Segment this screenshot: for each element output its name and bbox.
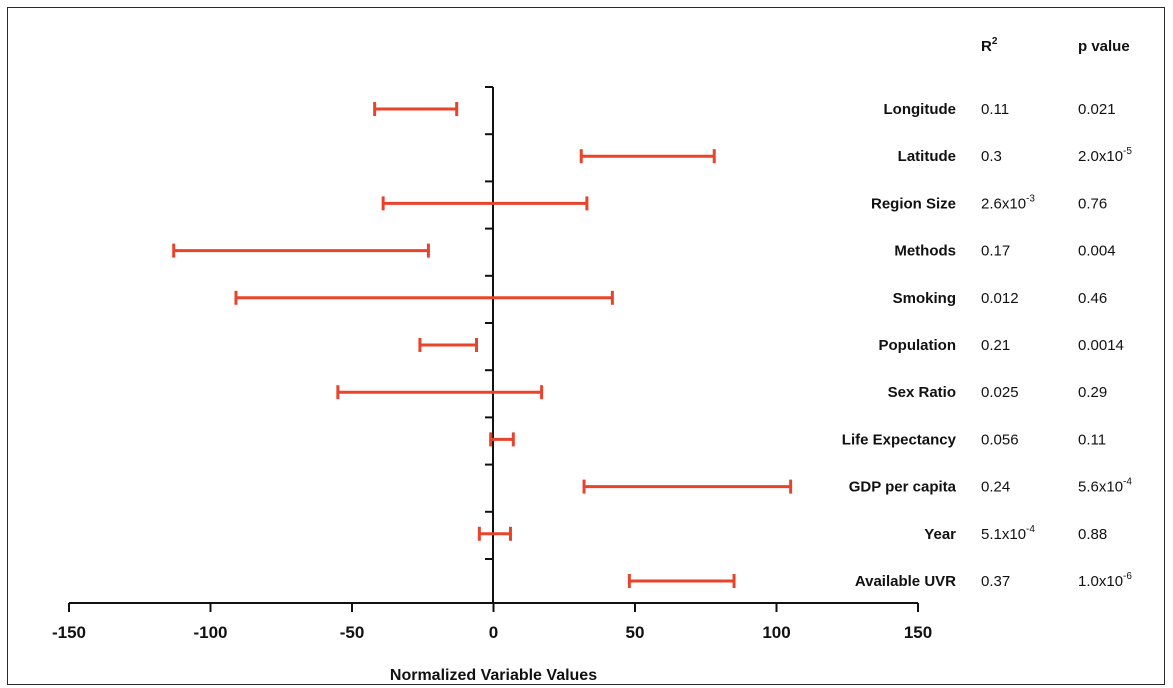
intervals-group [172, 102, 793, 588]
axes-group: -150 -100 -50 0 50 100 150 [52, 86, 932, 642]
r2-value: 0.24 [981, 479, 1010, 496]
x-tick-label: -150 [52, 623, 86, 642]
p-value: 2.0x10-5 [1078, 146, 1132, 165]
row-label: Sex Ratio [888, 384, 956, 401]
column-header-p-value: p value [1078, 38, 1130, 55]
p-value: 0.11 [1078, 431, 1106, 448]
row-label: Available UVR [855, 573, 956, 590]
stats-table-group: R2 p value 0.11 0.021 0.3 2.0x10-5 2.6x10-3 0.7… [981, 36, 1132, 590]
row-labels-group: Longitude Latitude Region Size Methods Smoki… [842, 101, 957, 590]
x-tick-label: 100 [762, 623, 790, 642]
x-tick-label: 150 [904, 623, 932, 642]
p-value: 0.76 [1078, 195, 1107, 212]
chart-frame [7, 7, 1165, 685]
p-value: 0.46 [1078, 290, 1107, 307]
r2-value: 0.17 [981, 243, 1010, 260]
r2-value: 0.37 [981, 573, 1010, 590]
r2-value: 5.1x10-4 [981, 524, 1035, 543]
p-value: 0.88 [1078, 526, 1107, 543]
p-value: 0.29 [1078, 384, 1107, 401]
r2-value: 0.3 [981, 148, 1002, 165]
p-value-sup: -5 [1123, 146, 1132, 157]
r2-value: 0.056 [981, 431, 1019, 448]
r2-value: 0.012 [981, 290, 1019, 307]
x-tick-label: -50 [340, 623, 365, 642]
row-label: Region Size [871, 195, 956, 212]
row-label: Year [924, 526, 956, 543]
r2-value: 2.6x10-3 [981, 193, 1035, 212]
row-label: GDP per capita [849, 479, 957, 496]
r2-value-sup: -3 [1026, 193, 1035, 204]
row-label: Latitude [898, 148, 956, 165]
x-tick-label: 0 [489, 623, 498, 642]
x-tick-label: -100 [193, 623, 227, 642]
column-header-r2: R2 [981, 36, 998, 55]
p-value-sup: -4 [1123, 477, 1132, 488]
r2-value: 0.21 [981, 337, 1010, 354]
p-value: 0.021 [1078, 101, 1116, 118]
x-tick-label: 50 [626, 623, 645, 642]
row-label: Life Expectancy [842, 431, 957, 448]
r2-value-sup: -4 [1026, 524, 1035, 535]
row-label: Longitude [884, 101, 956, 118]
row-label: Smoking [893, 290, 956, 307]
p-value: 0.0014 [1078, 337, 1124, 354]
p-value: 1.0x10-6 [1078, 571, 1132, 590]
x-axis-title: Normalized Variable Values [390, 667, 597, 684]
row-label: Population [879, 337, 957, 354]
p-value-sup: -6 [1123, 571, 1132, 582]
p-value: 5.6x10-4 [1078, 477, 1132, 496]
column-header-r2-sup: 2 [992, 36, 998, 47]
p-value: 0.004 [1078, 243, 1116, 260]
r2-value: 0.11 [981, 101, 1009, 118]
r2-value: 0.025 [981, 384, 1019, 401]
row-label: Methods [894, 243, 956, 260]
